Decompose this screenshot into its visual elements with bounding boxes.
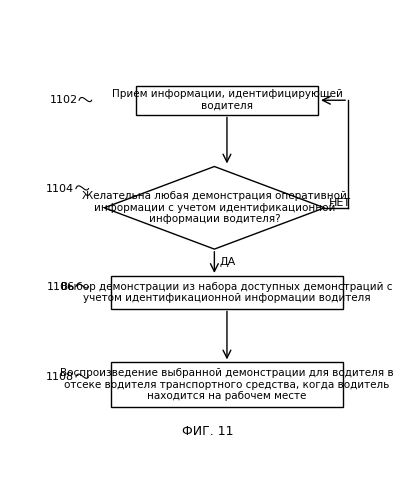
Text: ДА: ДА [219,257,235,267]
Text: Прием информации, идентифицирующей
водителя: Прием информации, идентифицирующей водит… [111,89,341,111]
FancyBboxPatch shape [110,362,343,407]
Text: 1104: 1104 [46,184,74,194]
Text: Воспроизведение выбранной демонстрации для водителя в
отсеке водителя транспортн: Воспроизведение выбранной демонстрации д… [60,368,393,401]
Text: НЕТ: НЕТ [328,198,350,208]
Text: 1106: 1106 [46,281,74,291]
Text: 1108: 1108 [46,372,74,382]
Text: Желательна любая демонстрация оперативной
информации с учетом идентификационной
: Желательна любая демонстрация оперативно… [82,191,346,225]
Polygon shape [104,167,324,249]
FancyBboxPatch shape [135,86,318,115]
Text: 1102: 1102 [49,95,77,105]
FancyBboxPatch shape [110,276,343,309]
Text: Выбор демонстрации из набора доступных демонстраций с
учетом идентификационной и: Выбор демонстрации из набора доступных д… [61,281,392,303]
Text: ФИГ. 11: ФИГ. 11 [182,425,233,438]
